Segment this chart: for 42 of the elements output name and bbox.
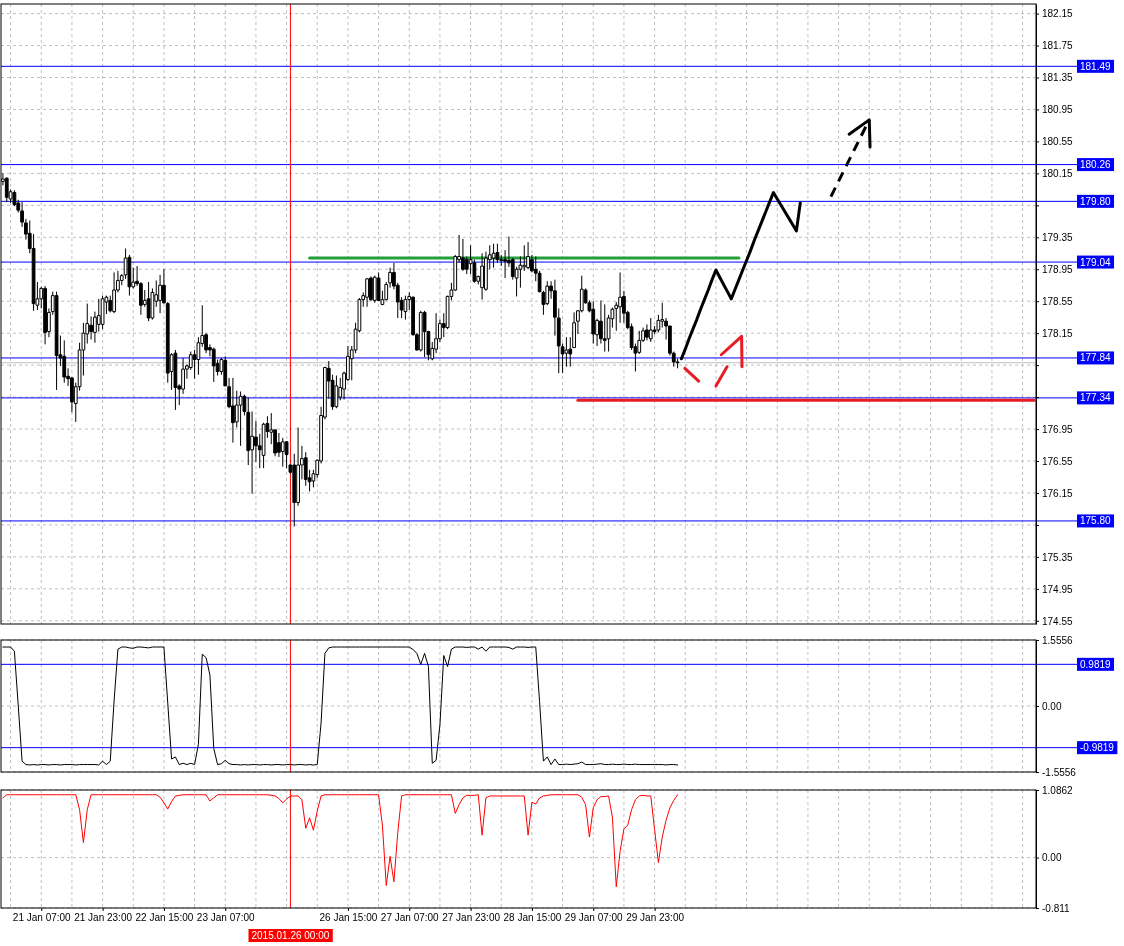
x-tick-label: 2015.01.26 00:00 [251,930,330,941]
y-tick-label: 1.0862 [1042,784,1074,796]
y-tick-label: 0.00 [1042,700,1062,712]
ref-line-label: -0.9819 [1080,742,1115,754]
y-tick-label: 176.55 [1042,455,1074,467]
y-tick-label: 176.15 [1042,487,1074,499]
y-tick-label: 181.35 [1042,72,1074,84]
y-tick-label: 178.15 [1042,327,1074,339]
ref-line-label: 179.04 [1080,256,1112,268]
x-tick-label: 29 Jan 07:00 [564,912,624,924]
ref-line-label: 177.34 [1080,392,1112,404]
x-tick-label: 26 Jan 15:00 [319,912,378,924]
x-tick-label: 21 Jan 07:00 [12,912,72,924]
x-tick-label: 27 Jan 23:00 [442,912,501,924]
x-tick-label: 29 Jan 23:00 [626,912,685,924]
ref-line-label: 175.80 [1080,515,1112,527]
y-tick-label: 180.95 [1042,104,1074,116]
y-tick-label: -0.811 [1042,902,1071,914]
x-tick-label: 21 Jan 23:00 [74,912,133,924]
y-tick-label: 176.95 [1042,423,1074,435]
ref-line-label: 180.26 [1080,159,1112,171]
y-tick-label: 174.55 [1042,615,1074,627]
ref-line-label: 179.80 [1080,195,1112,207]
ref-line-label: 177.84 [1080,352,1112,364]
y-tick-label: 0.00 [1042,852,1062,864]
y-tick-label: 1.5556 [1042,634,1074,646]
y-tick-label: 181.75 [1042,40,1074,52]
x-tick-label: 28 Jan 15:00 [503,912,562,924]
x-tick-label: 23 Jan 07:00 [196,912,256,924]
ref-line-label: 0.9819 [1080,658,1112,670]
y-tick-label: 174.95 [1042,583,1074,595]
x-tick-label: 22 Jan 15:00 [135,912,194,924]
y-tick-label: 180.55 [1042,136,1074,148]
ref-line-label: 181.49 [1080,60,1112,72]
y-tick-label: 178.95 [1042,263,1074,275]
y-tick-label: 178.55 [1042,295,1074,307]
y-tick-label: 182.15 [1042,8,1074,20]
x-tick-label: 27 Jan 07:00 [380,912,440,924]
y-tick-label: 179.35 [1042,232,1074,243]
y-tick-label: 175.35 [1042,551,1074,563]
y-tick-label: -1.5556 [1042,766,1077,778]
y-tick-label: 180.15 [1042,168,1074,180]
